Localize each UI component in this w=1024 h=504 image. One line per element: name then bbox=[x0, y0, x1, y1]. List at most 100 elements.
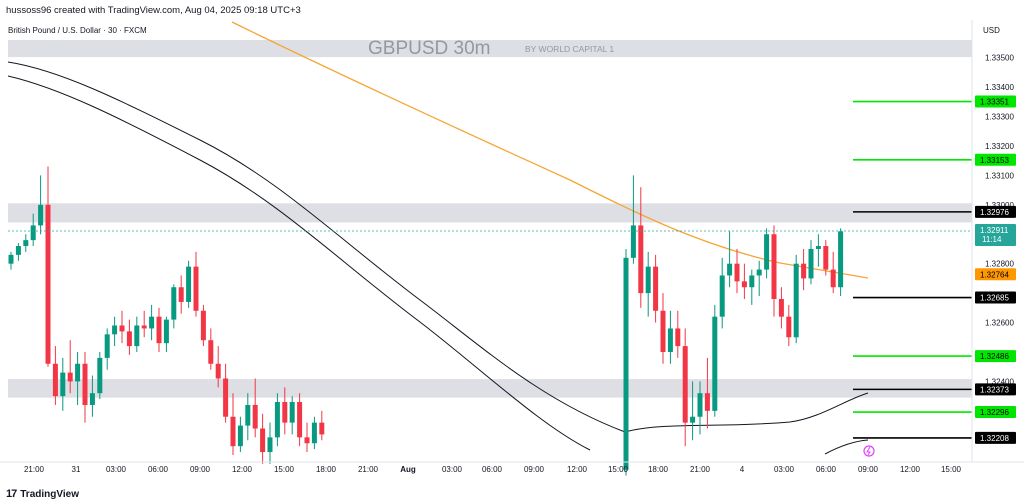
candle-down bbox=[704, 393, 710, 411]
price-level-label: 1.32486 bbox=[980, 352, 1009, 361]
time-tick: 09:00 bbox=[858, 465, 879, 474]
candle-down bbox=[282, 402, 288, 423]
candle-down bbox=[215, 363, 221, 379]
candle-up bbox=[163, 319, 169, 344]
currency-label: USD bbox=[983, 26, 1000, 35]
candle-down bbox=[193, 266, 199, 311]
candle-up bbox=[815, 246, 821, 249]
price-level-label: 1.32764 bbox=[980, 270, 1009, 279]
candle-up bbox=[112, 325, 118, 335]
candle-down bbox=[52, 363, 58, 397]
time-tick: 18:00 bbox=[316, 465, 337, 474]
candle-up bbox=[623, 257, 629, 470]
watermark-title: GBPUSD 30m bbox=[368, 38, 490, 59]
price-countdown: 11:14 bbox=[982, 235, 1002, 244]
price-level-label-box bbox=[975, 95, 1016, 108]
candle-up bbox=[727, 263, 733, 276]
candle-up bbox=[267, 437, 273, 453]
tradingview-logo[interactable]: 17 TradingView bbox=[6, 488, 79, 500]
candle-down bbox=[771, 234, 777, 300]
tradingview-logo-icon: 17 bbox=[6, 488, 17, 500]
candle-down bbox=[45, 204, 51, 364]
supply-demand-zones bbox=[8, 40, 972, 398]
candle-down bbox=[141, 325, 147, 329]
price-tick: 1.32600 bbox=[985, 319, 1014, 328]
candle-up bbox=[808, 248, 814, 279]
candle-up bbox=[237, 425, 243, 447]
candle-up bbox=[97, 357, 103, 394]
price-tick: 1.33200 bbox=[985, 142, 1014, 151]
current-price-label: 1.32911 bbox=[980, 226, 1009, 235]
candle-down bbox=[653, 266, 659, 311]
candle-down bbox=[156, 316, 162, 344]
time-tick: 21:00 bbox=[690, 465, 711, 474]
alert-icon[interactable] bbox=[863, 445, 875, 457]
price-level-label-box bbox=[975, 431, 1016, 444]
price-tick: 1.32400 bbox=[985, 377, 1014, 386]
candle-up bbox=[289, 402, 295, 423]
candle-up bbox=[667, 328, 673, 352]
candle-up bbox=[793, 263, 799, 338]
price-levels bbox=[8, 100, 972, 439]
candle-up bbox=[630, 225, 636, 258]
time-tick: 12:00 bbox=[232, 465, 253, 474]
price-level-label: 1.32976 bbox=[980, 208, 1009, 217]
gray-zone bbox=[8, 203, 972, 223]
gray-zone bbox=[8, 379, 972, 398]
time-tick: 06:00 bbox=[482, 465, 503, 474]
candle-down bbox=[741, 281, 747, 288]
candle-up bbox=[697, 393, 703, 417]
candle-up bbox=[311, 422, 317, 444]
price-tick: 1.33100 bbox=[985, 171, 1014, 180]
candle-down bbox=[675, 328, 681, 347]
candle-up bbox=[23, 240, 29, 247]
time-tick: 03:00 bbox=[442, 465, 463, 474]
price-tick: 1.33300 bbox=[985, 113, 1014, 122]
candle-down bbox=[297, 402, 303, 438]
candle-up bbox=[30, 225, 36, 241]
candle-up bbox=[186, 266, 192, 302]
candle-up bbox=[8, 254, 14, 264]
candle-down bbox=[178, 287, 184, 302]
price-level-label-box bbox=[975, 406, 1016, 419]
candle-down bbox=[786, 316, 792, 338]
current-price-box bbox=[975, 224, 1016, 247]
candle-down bbox=[126, 331, 132, 347]
lower-ma-band bbox=[7, 75, 591, 451]
candle-down bbox=[660, 310, 666, 352]
tradingview-brand: TradingView bbox=[20, 488, 79, 500]
candle-down bbox=[638, 225, 644, 294]
candle-up bbox=[134, 325, 140, 347]
candle-down bbox=[252, 404, 258, 429]
time-tick: 09:00 bbox=[190, 465, 211, 474]
price-level-label: 1.33351 bbox=[980, 98, 1009, 107]
candle-up bbox=[149, 316, 155, 329]
candle-down bbox=[778, 299, 784, 317]
candle-down bbox=[260, 428, 266, 453]
candle-up bbox=[764, 234, 770, 270]
candle-down bbox=[823, 246, 829, 270]
candle-up bbox=[274, 402, 280, 438]
candle-down bbox=[734, 263, 740, 282]
candle-down bbox=[230, 416, 236, 447]
candle-down bbox=[319, 422, 325, 435]
candle-up bbox=[712, 316, 718, 411]
time-tick: 18:00 bbox=[648, 465, 669, 474]
lower-ma-band-tail bbox=[824, 439, 869, 455]
time-tick: Aug bbox=[400, 465, 416, 474]
candle-up bbox=[171, 287, 177, 320]
time-tick: 03:00 bbox=[106, 465, 127, 474]
price-level-label: 1.32373 bbox=[980, 385, 1009, 394]
candlesticks bbox=[8, 166, 844, 476]
candle-up bbox=[719, 275, 725, 317]
candle-up bbox=[75, 363, 81, 382]
upper-ma-band bbox=[7, 61, 869, 433]
price-level-label-box bbox=[975, 350, 1016, 363]
time-tick: 4 bbox=[740, 465, 745, 474]
price-level-label: 1.32296 bbox=[980, 408, 1009, 417]
candle-up bbox=[245, 404, 251, 426]
candle-up bbox=[749, 275, 755, 288]
time-tick: 03:00 bbox=[774, 465, 795, 474]
candle-up bbox=[645, 266, 651, 294]
